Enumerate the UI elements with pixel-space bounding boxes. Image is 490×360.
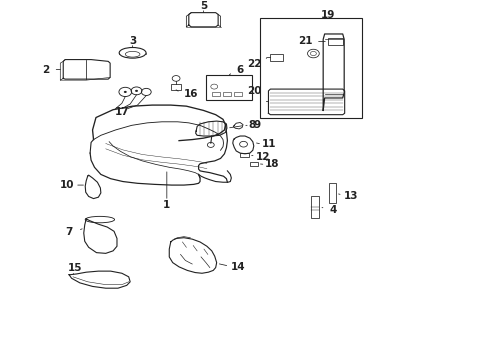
Bar	[171, 85, 181, 90]
Text: 20: 20	[247, 86, 262, 96]
Text: 19: 19	[321, 10, 335, 20]
Text: 7: 7	[65, 227, 73, 237]
Bar	[312, 197, 319, 218]
Bar	[234, 92, 242, 96]
Text: 6: 6	[237, 65, 244, 75]
Text: 12: 12	[255, 152, 270, 162]
Text: 15: 15	[68, 262, 82, 273]
Text: 22: 22	[247, 59, 262, 69]
Bar	[328, 38, 343, 45]
Bar	[329, 183, 336, 203]
Text: 5: 5	[200, 1, 207, 11]
Text: 3: 3	[129, 36, 136, 46]
Text: 14: 14	[230, 262, 245, 272]
Text: 21: 21	[298, 36, 313, 46]
Circle shape	[135, 90, 138, 92]
Bar	[206, 75, 252, 100]
Bar	[250, 162, 258, 166]
Circle shape	[124, 91, 127, 93]
Text: 9: 9	[254, 120, 261, 130]
Bar	[223, 92, 231, 96]
Text: 17: 17	[115, 107, 129, 117]
Text: 18: 18	[265, 159, 280, 170]
Text: 4: 4	[329, 205, 337, 215]
Bar	[212, 92, 220, 96]
Bar	[260, 18, 362, 117]
Bar	[240, 153, 249, 157]
Text: 8: 8	[249, 120, 256, 130]
Bar	[270, 54, 283, 60]
Text: 10: 10	[59, 180, 74, 190]
Text: 2: 2	[42, 64, 49, 75]
Text: 13: 13	[344, 191, 359, 201]
Text: 1: 1	[163, 200, 171, 210]
Text: 11: 11	[262, 139, 277, 149]
Text: 16: 16	[184, 89, 198, 99]
